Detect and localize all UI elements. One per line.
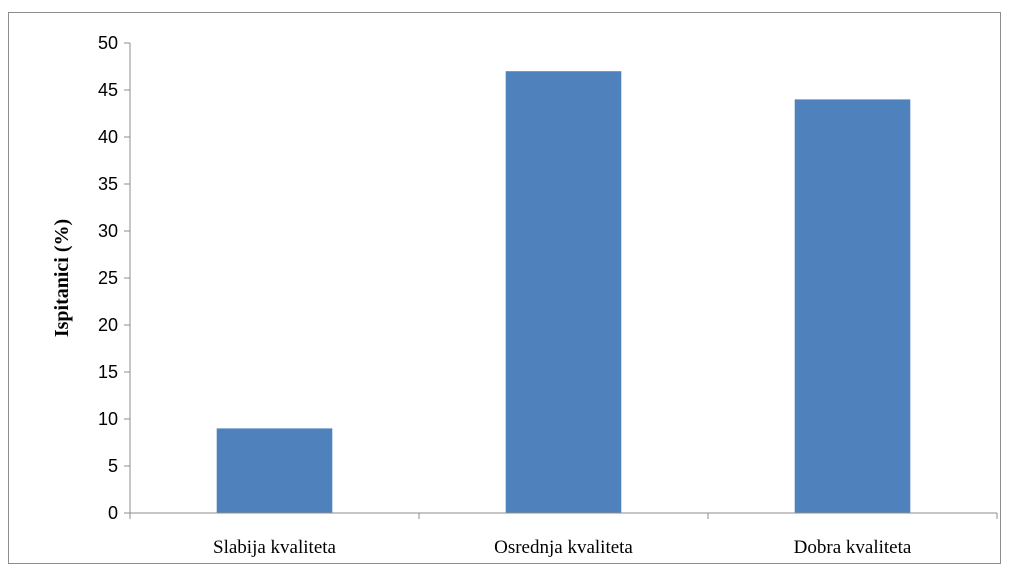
x-category-label: Dobra kvaliteta — [794, 537, 912, 558]
y-tick-label: 5 — [108, 456, 118, 476]
x-axis-labels: Slabija kvaliteta Osrednja kvaliteta Dobra… — [213, 537, 912, 558]
y-tick-label: 30 — [98, 221, 118, 241]
y-tick-label: 10 — [98, 409, 118, 429]
y-tick-label: 15 — [98, 362, 118, 382]
y-axis-title: Ispitanici (%) — [51, 219, 73, 337]
y-axis-ticks: 0 5 10 15 20 25 30 35 40 45 50 — [98, 33, 130, 523]
bar — [794, 99, 911, 514]
y-tick-label: 20 — [98, 315, 118, 335]
bar — [505, 71, 622, 513]
y-tick-label: 0 — [108, 503, 118, 523]
x-axis-ticks — [129, 513, 998, 519]
bar — [216, 428, 333, 513]
x-category-label: Osrednja kvaliteta — [494, 537, 633, 558]
y-tick-label: 40 — [98, 127, 118, 147]
y-tick-label: 50 — [98, 33, 118, 53]
y-tick-label: 25 — [98, 268, 118, 288]
bars — [216, 71, 911, 514]
y-tick-label: 45 — [98, 80, 118, 100]
y-tick-label: 35 — [98, 174, 118, 194]
x-category-label: Slabija kvaliteta — [213, 537, 337, 558]
